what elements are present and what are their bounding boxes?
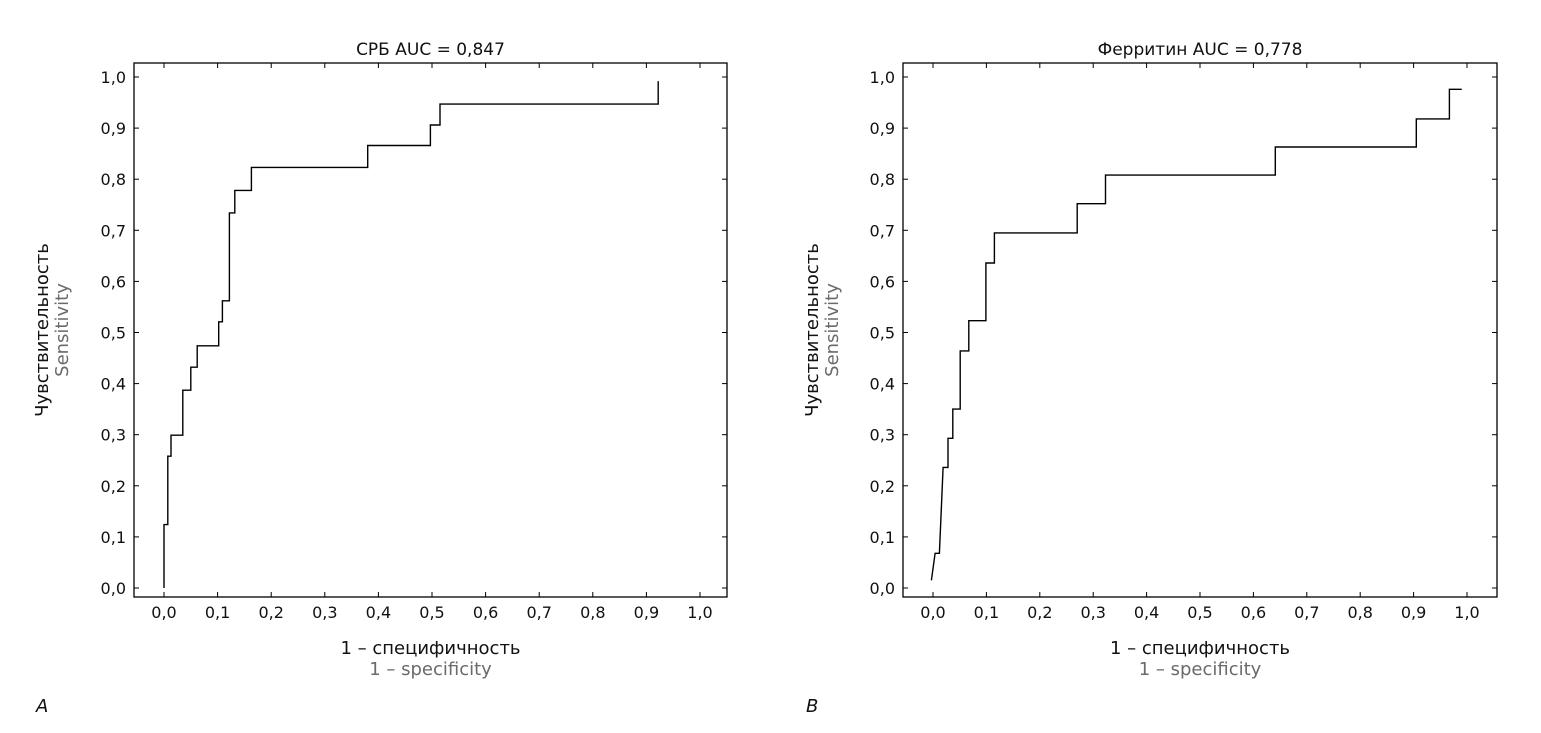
- x-tick-label: 0,1: [205, 603, 230, 622]
- x-tick-label: 0,1: [974, 603, 999, 622]
- x-tick-label: 0,2: [258, 603, 283, 622]
- x-tick-label: 0,2: [1027, 603, 1052, 622]
- y-tick-label: 0,0: [101, 579, 126, 598]
- y-tick-label: 0,2: [870, 477, 895, 496]
- x-tick-label: 1,0: [1454, 603, 1479, 622]
- x-tick-label: 0,5: [419, 603, 444, 622]
- x-tick-label: 0,6: [1241, 603, 1266, 622]
- y-tick-label: 0,6: [870, 272, 895, 291]
- y-tick-label: 0,8: [101, 170, 126, 189]
- x-tick-label: 0,3: [1080, 603, 1105, 622]
- panel-letter: B: [806, 696, 818, 717]
- chart-panel-a: СРБ AUC = 0,847 0,0 0,1 0,2 0,3 0,4 0,5 0,6 0,7 0…: [32, 40, 728, 717]
- y-axis-label: Чувствительность: [802, 243, 823, 417]
- x-tick-label: 0,4: [366, 603, 391, 622]
- y-tick-label: 0,7: [101, 221, 126, 240]
- y-axis-label: Чувствительность: [32, 243, 53, 417]
- chart-title: Ферритин AUC = 0,778: [1098, 40, 1303, 60]
- y-tick-label: 0,9: [101, 119, 126, 138]
- y-tick-label: 0,1: [870, 528, 895, 547]
- x-tick-label: 0,7: [526, 603, 551, 622]
- x-tick-label: 0,0: [920, 603, 945, 622]
- y-tick-label: 1,0: [101, 68, 126, 87]
- y-axis-label-en: Sensitivity: [822, 283, 843, 377]
- plot-frame: [133, 62, 728, 598]
- y-tick-label: 0,5: [870, 324, 895, 343]
- y-tick-label: 0,8: [870, 170, 895, 189]
- x-tick-label: 0,5: [1187, 603, 1212, 622]
- y-tick-label: 0,4: [870, 375, 895, 394]
- y-tick-label: 0,9: [870, 119, 895, 138]
- y-tick-label: 0,3: [870, 426, 895, 445]
- y-axis-label-en: Sensitivity: [52, 283, 73, 377]
- x-tick-label: 0,9: [1401, 603, 1426, 622]
- y-tick-label: 0,5: [101, 324, 126, 343]
- y-tick-label: 0,6: [101, 272, 126, 291]
- panel-letter: A: [35, 696, 48, 717]
- x-axis-label-en: 1 – specificity: [1139, 659, 1262, 680]
- y-tick-label: 0,2: [101, 477, 126, 496]
- x-tick-label: 0,9: [634, 603, 659, 622]
- x-tick-label: 0,8: [580, 603, 605, 622]
- y-tick-label: 0,0: [870, 579, 895, 598]
- x-tick-label: 0,0: [151, 603, 176, 622]
- plot-frame: [902, 62, 1498, 598]
- y-tick-label: 0,7: [870, 221, 895, 240]
- x-axis-label-en: 1 – specificity: [369, 659, 492, 680]
- x-tick-label: 0,8: [1347, 603, 1372, 622]
- roc-curve-line: [163, 81, 659, 588]
- chart-panel-b: Ферритин AUC = 0,778 0,0 0,1 0,2 0,3 0,4 0,5 0,…: [802, 40, 1498, 717]
- y-tick-label: 0,4: [101, 375, 126, 394]
- x-axis-label: 1 – специфичность: [1110, 638, 1290, 659]
- roc-curve-line: [930, 88, 1462, 581]
- chart-title: СРБ AUC = 0,847: [356, 40, 505, 60]
- x-tick-label: 1,0: [687, 603, 712, 622]
- y-tick-label: 1,0: [870, 68, 895, 87]
- x-tick-label: 0,3: [312, 603, 337, 622]
- y-tick-label: 0,1: [101, 528, 126, 547]
- x-axis-label: 1 – специфичность: [340, 638, 520, 659]
- x-tick-label: 0,6: [473, 603, 498, 622]
- y-tick-label: 0,3: [101, 426, 126, 445]
- x-tick-label: 0,7: [1294, 603, 1319, 622]
- x-tick-label: 0,4: [1134, 603, 1159, 622]
